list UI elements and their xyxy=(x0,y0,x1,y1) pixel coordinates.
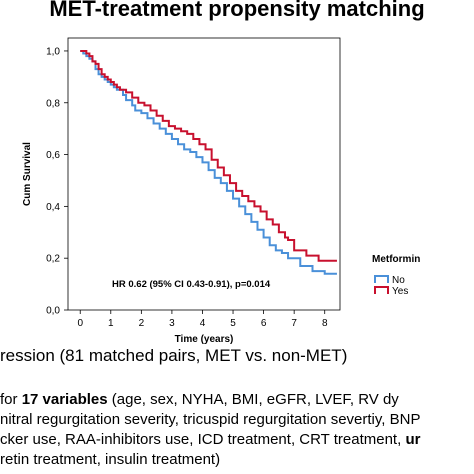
notes-line-1-pre: for xyxy=(0,391,22,408)
y-tick-label: 0,2 xyxy=(46,254,60,265)
chart-title: MET-treatment propensity matching xyxy=(49,0,425,21)
x-tick-label: 0 xyxy=(77,318,83,329)
y-tick-label: 0,8 xyxy=(46,98,60,109)
legend-title: Metformin xyxy=(372,254,420,265)
survival-curve-no xyxy=(80,49,337,275)
figure-caption: ression (81 matched pairs, MET vs. non-M… xyxy=(0,346,348,365)
y-axis-label: Cum Survival xyxy=(22,142,33,206)
legend-label-no: No xyxy=(392,275,405,286)
legend-label-yes: Yes xyxy=(392,286,408,297)
notes-line-1: for 17 variables (age, sex, NYHA, BMI, e… xyxy=(0,390,420,410)
notes-line-2: nitral regurgitation severity, tricuspid… xyxy=(0,411,421,428)
x-tick-label: 2 xyxy=(139,318,145,329)
notes-line-4: retin treatment, insulin treatment) xyxy=(0,451,221,468)
hazard-ratio-annotation: HR 0.62 (95% CI 0.43-0.91), p=0.014 xyxy=(112,279,271,290)
x-tick-label: 3 xyxy=(169,318,175,329)
x-axis-label: Time (years) xyxy=(175,334,234,345)
survival-curve-yes xyxy=(80,49,337,262)
y-tick-label: 0,6 xyxy=(46,150,60,161)
x-tick-label: 7 xyxy=(291,318,297,329)
axes: 0,0 0,2 0,4 0,6 0,8 1,0 0 1 2 3 4 5 6 7 8 Time (years) C… xyxy=(22,37,341,345)
x-tick-label: 4 xyxy=(200,318,206,329)
adjustment-notes: for 17 variables (age, sex, NYHA, BMI, e… xyxy=(0,390,420,470)
kaplan-meier-chart: 0,0 0,2 0,4 0,6 0,8 1,0 0 1 2 3 4 5 6 7 8 Time (years) C… xyxy=(22,37,420,345)
notes-line-3-pre: cker use, RAA-inhibitors use, ICD treatm… xyxy=(0,431,406,448)
legend-swatch-no xyxy=(374,275,389,283)
notes-line-3-bold: ur xyxy=(405,431,421,448)
legend-swatch-yes xyxy=(374,286,389,294)
y-tick-label: 0,0 xyxy=(46,306,60,317)
x-tick-label: 6 xyxy=(261,318,267,329)
plot-frame xyxy=(67,37,341,311)
notes-line-1-post: (age, sex, NYHA, BMI, eGFR, LVEF, RV dy xyxy=(107,391,399,408)
x-tick-label: 5 xyxy=(230,318,236,329)
notes-line-1-bold: 17 variables xyxy=(21,391,108,408)
notes-line-3: cker use, RAA-inhibitors use, ICD treatm… xyxy=(0,430,420,450)
y-tick-label: 1,0 xyxy=(46,46,60,57)
survival-curves xyxy=(80,49,337,275)
y-tick-label: 0,4 xyxy=(46,202,60,213)
x-tick-label: 1 xyxy=(108,318,114,329)
x-tick-label: 8 xyxy=(322,318,328,329)
